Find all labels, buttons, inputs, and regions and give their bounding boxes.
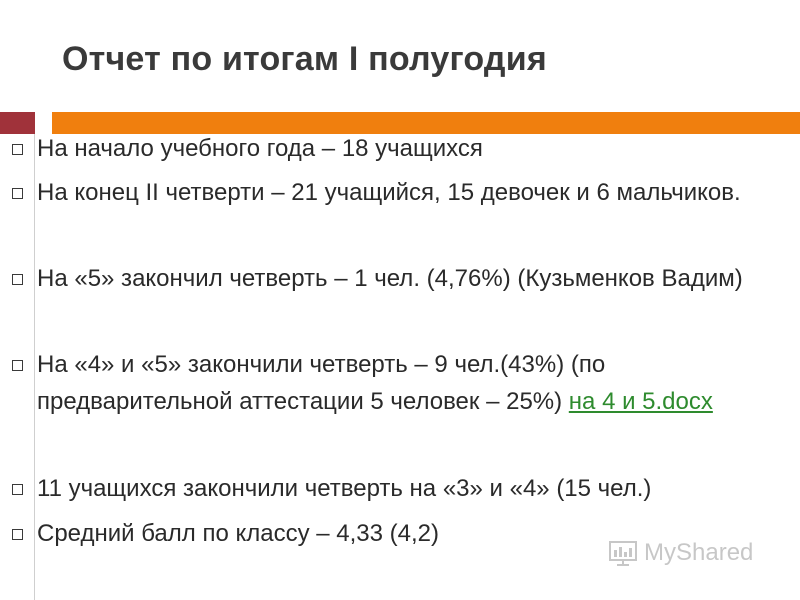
square-bullet-icon [12, 484, 23, 495]
square-bullet-icon [12, 360, 23, 371]
list-item-text: На «4» и «5» закончили четверть – 9 чел.… [37, 346, 786, 420]
square-bullet-icon [12, 274, 23, 285]
list-item-text-main: На «4» и «5» закончили четверть – 9 чел.… [37, 351, 606, 415]
square-bullet-icon [12, 144, 23, 155]
list-item-text: Средний балл по классу – 4,33 (4,2) [37, 520, 439, 547]
myshared-watermark: MyShared [608, 538, 753, 568]
accent-bar-orange [52, 112, 800, 134]
list-item-text: На конец II четверти – 21 учащийся, 15 д… [37, 179, 741, 206]
list-item-text: На начало учебного года – 18 учащихся [37, 135, 483, 162]
watermark-text: MyShared [644, 539, 754, 566]
myshared-logo-icon [609, 541, 637, 566]
list-item-text: На «5» закончил четверть – 1 чел. (4,76%… [37, 265, 743, 292]
accent-bar-dark [0, 112, 35, 134]
square-bullet-icon [12, 529, 23, 540]
list-item-text: 11 учащихся закончили четверть на «3» и … [37, 475, 652, 502]
square-bullet-icon [12, 188, 23, 199]
left-divider [34, 134, 35, 600]
slide-title: Отчет по итогам I полугодия [62, 40, 547, 78]
docx-file-link[interactable]: на 4 и 5.docx [568, 388, 713, 415]
